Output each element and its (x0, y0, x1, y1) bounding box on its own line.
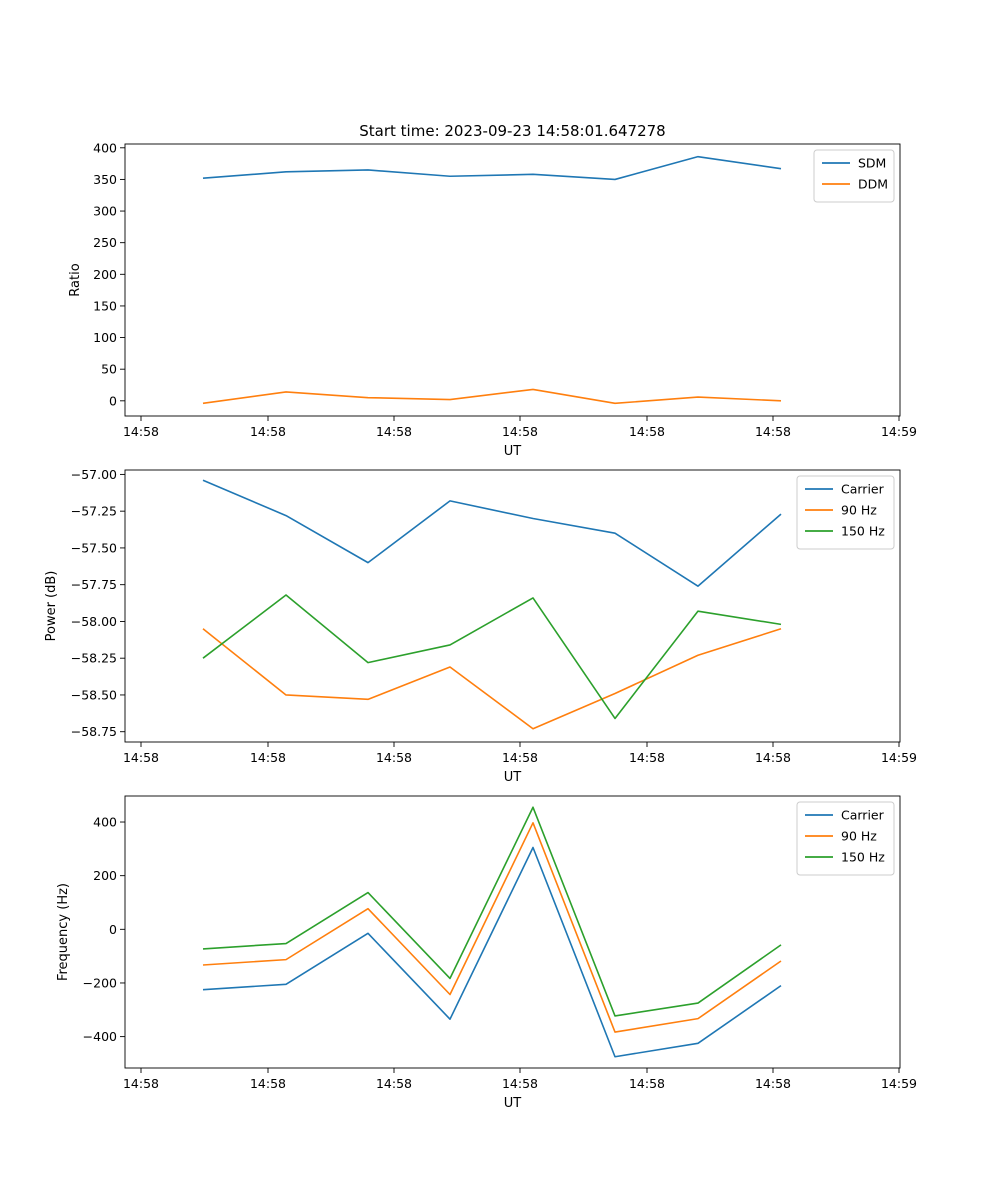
y-tick-label: 200 (93, 267, 117, 282)
y-tick-label: −57.75 (71, 577, 117, 592)
y-tick-label: −57.50 (71, 540, 117, 555)
legend-label: 90 Hz (841, 503, 877, 518)
legend: SDM DDM (813, 149, 895, 203)
series-line-90-hz (202, 822, 782, 1033)
legend-label: SDM (858, 156, 886, 171)
x-tick-label: 14:58 (755, 750, 791, 765)
x-tick-label: 14:58 (250, 1076, 286, 1091)
x-tick-label: 14:58 (376, 1076, 412, 1091)
y-tick-label: −57.25 (71, 504, 117, 519)
series-line-150-hz (202, 594, 782, 720)
x-tick-label: 14:58 (250, 424, 286, 439)
y-axis-label: Ratio (68, 263, 83, 296)
legend: Carrier 90 Hz 150 Hz (796, 475, 895, 550)
y-tick-label: 400 (93, 815, 117, 830)
axes-frame (124, 143, 901, 417)
axes-frame (124, 795, 901, 1069)
chart-title: Start time: 2023-09-23 14:58:01.647278 (359, 122, 665, 140)
x-tick-label: 14:58 (629, 750, 665, 765)
x-axis-label: UT (504, 444, 522, 459)
y-tick-label: −400 (83, 1029, 117, 1044)
x-tick-label: 14:58 (250, 750, 286, 765)
x-tick-label: 14:58 (502, 424, 538, 439)
series-line-carrier (202, 479, 782, 587)
series-line-ddm (202, 388, 782, 405)
x-tick-label: 14:58 (629, 1076, 665, 1091)
y-tick-label: −200 (83, 975, 117, 990)
series-line-carrier (202, 846, 782, 1058)
legend-label: 150 Hz (841, 850, 885, 865)
y-axis-label: Frequency (Hz) (56, 883, 71, 981)
x-tick-label: 14:59 (881, 1076, 917, 1091)
x-tick-label: 14:58 (123, 1076, 159, 1091)
series-line-sdm (202, 155, 782, 181)
x-axis-label: UT (504, 1096, 522, 1111)
x-axis-label: UT (504, 770, 522, 785)
x-tick-label: 14:58 (755, 424, 791, 439)
y-tick-label: 0 (109, 393, 117, 408)
y-tick-label: 0 (109, 922, 117, 937)
y-tick-label: −58.25 (71, 651, 117, 666)
y-tick-label: 100 (93, 330, 117, 345)
x-tick-label: 14:58 (376, 424, 412, 439)
y-tick-label: −58.75 (71, 724, 117, 739)
x-tick-label: 14:58 (629, 424, 665, 439)
y-tick-label: 200 (93, 868, 117, 883)
y-tick-label: 250 (93, 235, 117, 250)
legend-label: Carrier (841, 482, 885, 497)
x-tick-label: 14:58 (123, 750, 159, 765)
y-tick-label: 150 (93, 298, 117, 313)
y-axis-label: Power (dB) (44, 571, 59, 642)
y-tick-label: 50 (101, 362, 117, 377)
legend-label: 90 Hz (841, 829, 877, 844)
y-tick-label: −58.00 (71, 614, 117, 629)
x-tick-label: 14:58 (376, 750, 412, 765)
x-tick-label: 14:58 (123, 424, 159, 439)
x-tick-label: 14:59 (881, 424, 917, 439)
y-tick-label: 350 (93, 172, 117, 187)
y-tick-label: 400 (93, 140, 117, 155)
x-tick-label: 14:58 (502, 750, 538, 765)
legend-label: DDM (858, 177, 888, 192)
chart-panel-3: 14:58 14:58 14:58 14:58 14:58 14:58 14:59 −400 −… (56, 795, 917, 1111)
series-line-150-hz (202, 806, 782, 1017)
x-tick-label: 14:59 (881, 750, 917, 765)
axes-frame (124, 469, 901, 743)
legend-label: 150 Hz (841, 524, 885, 539)
legend-label: Carrier (841, 808, 885, 823)
series-line-90-hz (202, 628, 782, 730)
y-tick-label: −58.50 (71, 687, 117, 702)
x-tick-label: 14:58 (502, 1076, 538, 1091)
chart-panel-2: 14:58 14:58 14:58 14:58 14:58 14:58 14:59 −58.7… (44, 467, 917, 785)
chart-panel-1: 14:58 14:58 14:58 14:58 14:58 14:58 14:59 0 50 10… (68, 140, 917, 459)
y-tick-label: −57.00 (71, 467, 117, 482)
x-tick-label: 14:58 (755, 1076, 791, 1091)
legend: Carrier 90 Hz 150 Hz (796, 801, 895, 876)
y-tick-label: 300 (93, 204, 117, 219)
